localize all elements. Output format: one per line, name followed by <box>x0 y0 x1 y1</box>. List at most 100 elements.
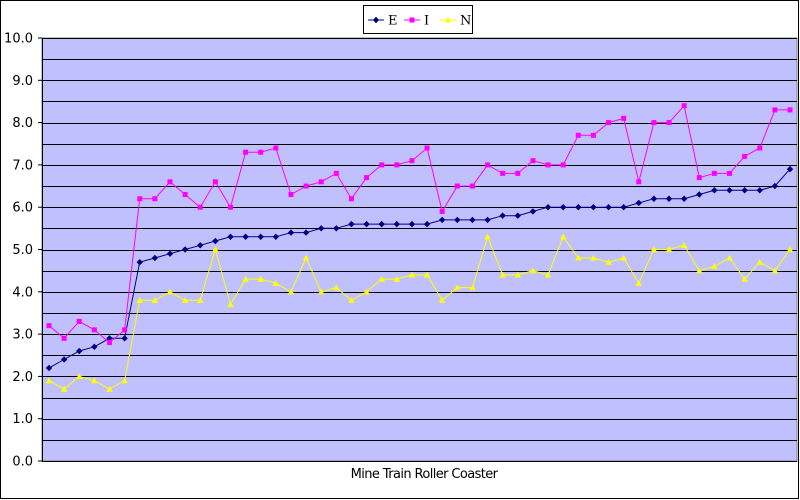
y-tick-label: 1.0 <box>12 412 33 427</box>
data-point-n <box>363 288 370 295</box>
data-point-n <box>650 246 658 253</box>
data-point-i <box>46 323 52 329</box>
data-point-e <box>333 225 340 232</box>
data-point-e <box>635 199 642 207</box>
data-point-e <box>106 335 113 342</box>
data-point-n <box>575 254 582 261</box>
data-point-i <box>757 145 763 151</box>
data-point-i <box>258 149 264 155</box>
data-point-e <box>575 204 582 211</box>
data-point-n <box>499 271 506 278</box>
series-line-i <box>48 104 790 344</box>
data-point-n <box>438 297 446 303</box>
data-point-e <box>45 364 53 372</box>
data-point-legend-i <box>409 17 415 23</box>
data-point-i <box>439 208 445 214</box>
y-tick-label: 3.0 <box>12 328 33 343</box>
data-point-i <box>197 204 203 210</box>
data-point-e <box>348 220 355 228</box>
series-i <box>46 103 793 346</box>
data-point-e <box>499 212 506 219</box>
data-point-i <box>742 153 748 159</box>
data-point-e <box>786 165 794 173</box>
y-axis: 0.0 1.0 2.0 3.0 4.0 5.0 6.0 7.0 8.0 9.0 10.0 <box>4 32 797 470</box>
data-point-e <box>181 246 189 253</box>
data-point-e <box>393 220 401 228</box>
data-point-i <box>454 183 460 189</box>
data-point-e <box>91 343 98 350</box>
data-point-n <box>620 254 627 261</box>
data-point-i <box>530 158 536 164</box>
data-point-i <box>182 192 188 198</box>
y-tick-label: 10.0 <box>4 32 33 47</box>
data-point-e <box>756 187 763 194</box>
data-point-e <box>363 220 370 228</box>
data-point-legend-n <box>444 16 452 23</box>
y-tick-label: 7.0 <box>12 158 33 173</box>
data-point-n <box>408 271 416 278</box>
data-point-n <box>559 233 567 240</box>
data-point-e <box>680 195 688 202</box>
data-point-e <box>484 216 491 224</box>
data-point-i <box>727 170 733 176</box>
data-point-i <box>91 327 97 333</box>
data-point-e <box>696 191 703 198</box>
data-point-e <box>76 347 83 355</box>
data-point-n <box>45 377 53 384</box>
data-point-n <box>257 275 264 282</box>
data-point-e <box>408 220 416 228</box>
data-point-i <box>515 170 521 176</box>
data-point-n <box>514 271 521 278</box>
data-point-n <box>76 373 83 379</box>
data-point-i <box>106 340 112 346</box>
data-point-i <box>636 179 642 185</box>
data-point-n <box>605 258 612 265</box>
data-point-e <box>590 204 597 211</box>
data-point-i <box>243 149 249 155</box>
series-layer <box>45 103 794 392</box>
data-point-i <box>61 335 67 341</box>
data-point-n <box>711 263 718 270</box>
data-point-i <box>273 145 279 151</box>
data-point-e <box>257 233 264 241</box>
data-point-n <box>484 233 491 240</box>
data-point-i <box>409 158 415 164</box>
data-point-e <box>454 216 461 224</box>
data-point-n <box>151 297 159 303</box>
data-point-n <box>348 297 355 303</box>
data-point-i <box>152 196 158 202</box>
legend-label-i: I <box>424 14 429 29</box>
data-point-i <box>681 103 687 109</box>
data-point-n <box>242 275 249 282</box>
data-point-n <box>318 288 325 295</box>
data-point-i <box>167 179 173 185</box>
data-point-e <box>423 220 431 228</box>
data-point-n <box>136 297 143 303</box>
data-point-i <box>137 196 143 202</box>
data-point-i <box>590 132 596 138</box>
data-point-e <box>469 216 476 224</box>
data-point-e <box>544 204 552 211</box>
data-point-n <box>197 297 204 303</box>
data-point-e <box>605 204 612 211</box>
data-point-i <box>288 192 294 198</box>
data-point-e <box>378 220 385 228</box>
data-point-i <box>500 170 506 176</box>
data-point-i <box>227 204 233 210</box>
data-point-i <box>575 132 581 138</box>
y-tick-label: 4.0 <box>12 285 33 300</box>
data-point-n <box>121 377 128 384</box>
data-point-n <box>166 288 174 295</box>
data-point-n <box>302 254 310 261</box>
data-point-n <box>590 254 597 261</box>
data-point-i <box>485 162 491 168</box>
data-point-i <box>76 318 82 324</box>
data-point-e <box>741 187 748 194</box>
data-point-e <box>514 212 521 219</box>
data-point-i <box>212 179 218 185</box>
data-point-e <box>272 233 280 241</box>
data-point-i <box>606 120 612 126</box>
data-point-e <box>529 208 537 215</box>
